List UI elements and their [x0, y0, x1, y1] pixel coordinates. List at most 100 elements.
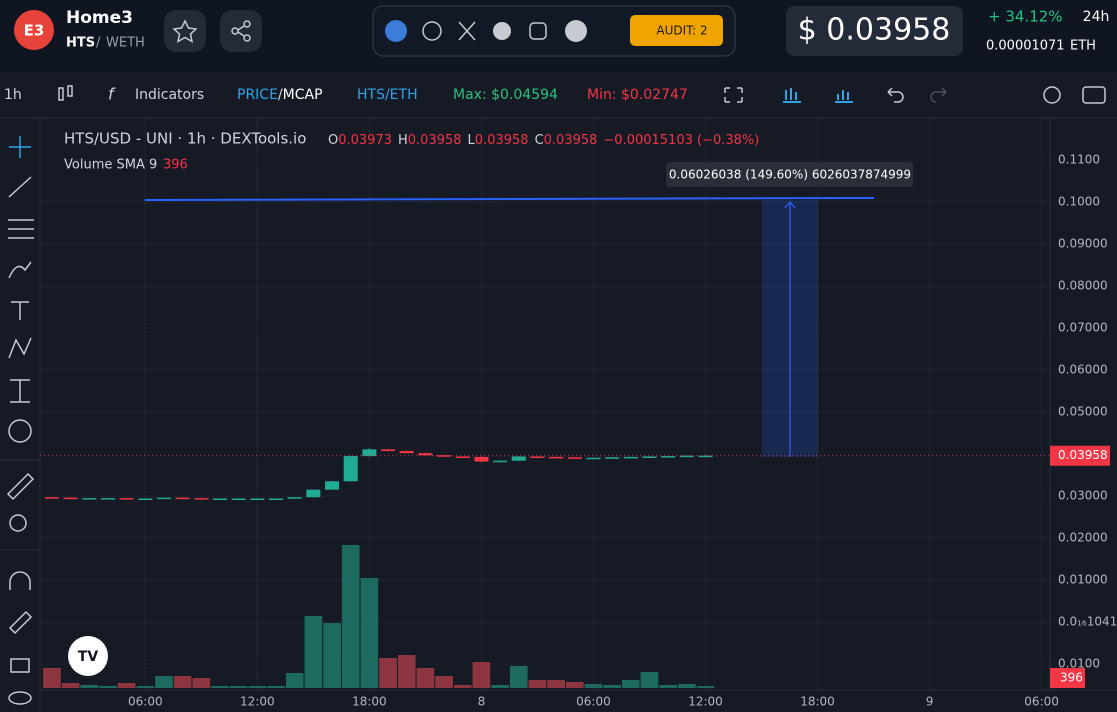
- fx-icon: f: [108, 85, 116, 104]
- candle-body: [44, 497, 59, 499]
- telegram-link[interactable]: [493, 22, 511, 40]
- instagram-link[interactable]: [529, 22, 547, 40]
- x-tick-label: 06:00: [576, 695, 611, 709]
- lock-draw-tool[interactable]: [8, 610, 33, 635]
- x-tick-label: 06:00: [128, 695, 163, 709]
- volume-icon[interactable]: [835, 90, 853, 103]
- candle-body: [231, 498, 246, 500]
- y-tick-label: 0.09000: [1058, 236, 1108, 250]
- volume-bar: [360, 578, 379, 688]
- volume-bar: [453, 685, 472, 688]
- lock-tool[interactable]: [10, 658, 30, 673]
- mcap-option[interactable]: MCAP: [283, 87, 323, 103]
- max-price: Max: $0.04594: [453, 87, 558, 103]
- volume-bar: [323, 623, 341, 688]
- zoom-tool[interactable]: [9, 514, 27, 532]
- settings-icon[interactable]: [1043, 86, 1061, 104]
- line-tool[interactable]: [8, 176, 32, 198]
- screenshot-icon[interactable]: [1082, 86, 1106, 104]
- volume-bar: [584, 684, 603, 688]
- volume-bar: [379, 658, 397, 688]
- c: C: [535, 133, 544, 148]
- open: 0.03973: [338, 133, 392, 148]
- more-link[interactable]: [565, 20, 587, 42]
- y-tick-label: 0.02000: [1058, 530, 1108, 544]
- last-price-box: [1050, 445, 1110, 466]
- measure-tool[interactable]: [10, 379, 30, 403]
- volume-bar: [117, 683, 136, 688]
- tv-logo: [68, 636, 108, 676]
- volume-bar: [640, 672, 659, 688]
- volume-bar: [80, 685, 99, 688]
- fullscreen-icon[interactable]: [724, 87, 743, 103]
- volume-bar: [99, 686, 117, 688]
- volume-bar: [192, 678, 211, 688]
- slash: /: [96, 36, 101, 51]
- candle-body: [138, 498, 153, 500]
- magnet-tool[interactable]: [9, 571, 31, 590]
- volume-bar: [285, 673, 304, 688]
- volume-bar: [472, 662, 491, 688]
- horizontal-line: [144, 197, 875, 201]
- volume-bar: [416, 668, 435, 688]
- volume-legend: Volume SMA 9: [64, 158, 157, 173]
- candle-body: [586, 457, 601, 460]
- visibility-tool[interactable]: [8, 691, 32, 705]
- price-option[interactable]: PRICE: [237, 87, 278, 103]
- candle-type-icon[interactable]: [58, 85, 73, 101]
- y-tick-label: 0.03000: [1058, 488, 1108, 502]
- volume-bar: [173, 676, 192, 688]
- text-tool[interactable]: [11, 301, 29, 320]
- emoji-tool[interactable]: [8, 419, 32, 443]
- volume-bar: [621, 680, 640, 688]
- candle-body: [455, 456, 470, 458]
- x-link[interactable]: [458, 21, 476, 41]
- redo-icon[interactable]: [930, 87, 947, 103]
- favorite-button[interactable]: [164, 10, 206, 52]
- indicators[interactable]: Indicators: [135, 87, 204, 103]
- candle-body: [119, 498, 134, 500]
- legend-title: HTS/USD - UNI · 1h · DEXTools.io: [64, 130, 306, 148]
- token-name: Home3: [66, 8, 133, 28]
- change: + 34.12%: [988, 8, 1063, 26]
- candle-body: [474, 456, 489, 462]
- chart-style-icon[interactable]: [783, 88, 801, 103]
- y-tick-label: 0.08000: [1058, 278, 1108, 292]
- candle-body: [213, 498, 228, 500]
- last-volume-label: 396: [1060, 671, 1083, 685]
- candle-body: [343, 456, 358, 482]
- candle-body: [530, 456, 545, 458]
- candle-body: [511, 456, 526, 461]
- price-mcap-toggle[interactable]: PRICE/MCAP: [237, 87, 323, 103]
- volume-bar: [659, 685, 677, 688]
- low: 0.03958: [475, 133, 529, 148]
- candle-body: [623, 456, 638, 459]
- candle-body: [418, 453, 433, 456]
- volume-bar: [435, 676, 453, 688]
- volume-bar: [397, 655, 416, 688]
- measure-label: 0.06026038 (149.60%) 6026037874999: [669, 168, 911, 182]
- dextools-link[interactable]: [385, 20, 407, 42]
- candle-body: [605, 457, 620, 459]
- share-icon: [231, 20, 251, 42]
- pattern-tool[interactable]: [8, 337, 32, 359]
- x-tick-label: 8: [478, 695, 486, 709]
- min-price: Min: $0.02747: [587, 87, 688, 103]
- volume-bar: [341, 545, 360, 688]
- audit-badge[interactable]: [630, 15, 723, 46]
- brush-tool[interactable]: [8, 261, 32, 279]
- candle-body: [493, 460, 508, 463]
- fib-tool[interactable]: [8, 219, 34, 239]
- website-link[interactable]: [422, 21, 442, 41]
- interval[interactable]: 1h: [4, 87, 22, 103]
- share-button[interactable]: [220, 10, 262, 52]
- y-tick-label: 0.1000: [1058, 194, 1100, 208]
- undo-icon[interactable]: [887, 87, 904, 103]
- pair-toggle[interactable]: HTS/ETH: [357, 87, 418, 103]
- crosshair-tool[interactable]: [9, 136, 31, 158]
- change: −0.00015103 (−0.38%): [603, 133, 759, 148]
- ruler-tool[interactable]: [6, 472, 35, 501]
- y-tick-label: 0.07000: [1058, 320, 1108, 334]
- quote: WETH: [106, 36, 145, 51]
